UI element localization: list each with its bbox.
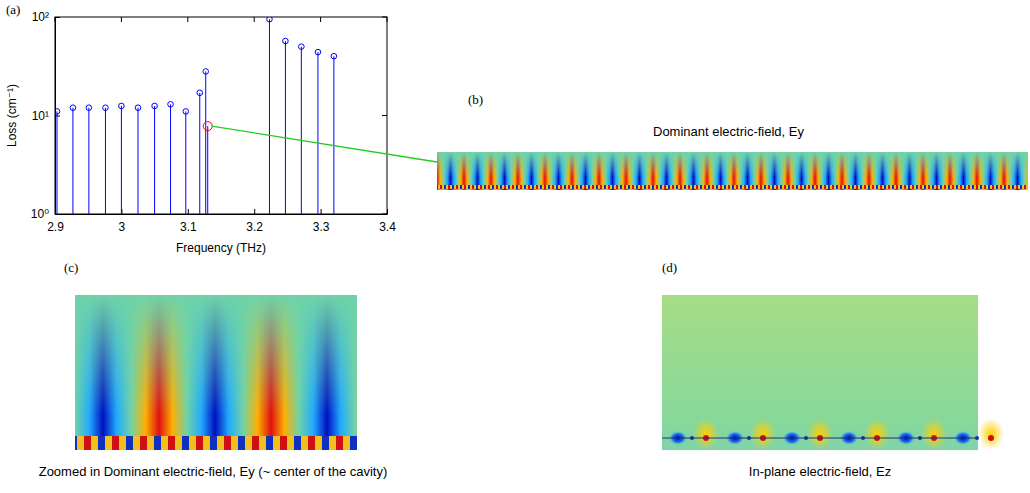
- field-blob: [988, 435, 994, 441]
- tick-mark: [320, 17, 321, 22]
- stem: [199, 93, 200, 214]
- field-band: [75, 436, 357, 450]
- tick: 3.3: [313, 209, 330, 234]
- tick-mark: [121, 17, 122, 22]
- stem: [269, 19, 270, 214]
- stem: [285, 41, 286, 214]
- field-blob: [921, 418, 947, 450]
- marker: [203, 122, 212, 131]
- marker: [70, 105, 76, 111]
- tick: 10²: [32, 10, 60, 24]
- field-blob: [864, 418, 890, 450]
- marker: [152, 103, 158, 109]
- marker: [299, 44, 305, 50]
- panel-letter: (b): [468, 92, 483, 107]
- tick: 10⁰: [31, 207, 60, 221]
- tick-mark: [382, 17, 387, 18]
- panel-letter: (c): [64, 260, 78, 275]
- panel-caption: Zoomed in Dominant electric-field, Ey (~…: [39, 464, 388, 479]
- stem: [301, 47, 302, 214]
- field-band: [437, 185, 1028, 189]
- stem: [170, 104, 171, 214]
- panel-letter: (a): [6, 2, 20, 17]
- field-blob: [807, 418, 833, 450]
- tick-label: 3.1: [180, 220, 197, 234]
- field-blob: [750, 418, 776, 450]
- stem: [56, 111, 57, 214]
- stem: [88, 108, 89, 214]
- panel-letter: (d): [662, 260, 677, 275]
- marker: [267, 17, 273, 22]
- stem: [138, 108, 139, 214]
- tick-mark: [55, 116, 60, 117]
- marker: [315, 49, 321, 55]
- tick: 3.2: [246, 209, 263, 234]
- field-line: [662, 438, 978, 439]
- tick-mark: [382, 214, 387, 215]
- stem: [121, 106, 122, 214]
- stem: [185, 111, 186, 214]
- tick-label: 10¹: [32, 109, 49, 123]
- marker: [55, 109, 60, 115]
- tick: 10¹: [32, 109, 60, 123]
- x-axis-title: Frequency (THz): [176, 241, 266, 255]
- figure: (a) 2.9 3 3.1 3.2 3.3 3.4 10⁰ 10¹ 10² Frequency (T…: [0, 0, 1030, 493]
- field-fade: [75, 295, 357, 436]
- tick-label: 3: [119, 220, 126, 234]
- axis-line: [56, 214, 388, 215]
- tick-label: 10⁰: [31, 207, 49, 221]
- tick-mark: [188, 209, 189, 214]
- tick-label: 3.4: [379, 220, 396, 234]
- panel-title: Dominant electric-field, Ey: [653, 124, 804, 139]
- field-fade: [437, 152, 1028, 186]
- y-axis: 10⁰ 10¹ 10²: [31, 10, 60, 221]
- marker: [331, 53, 337, 59]
- marker: [103, 105, 109, 111]
- tick-mark: [254, 209, 255, 214]
- marker: [283, 38, 289, 44]
- stem: [205, 71, 206, 214]
- tick-label: 3.2: [246, 220, 263, 234]
- field-blob: [978, 418, 1004, 450]
- tick-mark: [55, 214, 60, 215]
- stem: [72, 108, 73, 214]
- marker: [183, 109, 189, 115]
- stem: [317, 52, 318, 214]
- connector: [212, 126, 437, 162]
- tick-mark: [387, 17, 388, 22]
- tick: 3: [119, 209, 126, 234]
- tick-mark: [254, 17, 255, 22]
- x-axis: 2.9 3 3.1 3.2 3.3 3.4: [47, 209, 396, 234]
- tick-mark: [387, 209, 388, 214]
- tick-mark: [382, 115, 387, 116]
- field-blobs: [669, 418, 1004, 450]
- marker: [119, 103, 125, 109]
- stem: [333, 56, 334, 214]
- marker: [135, 105, 141, 111]
- plot-frame: [55, 17, 387, 214]
- field-map: [75, 295, 357, 450]
- marker: [168, 101, 174, 107]
- tick-mark: [321, 209, 322, 214]
- tick-mark: [55, 17, 60, 18]
- tick-label: 3.3: [313, 220, 330, 234]
- stem: [207, 126, 208, 214]
- stem: [105, 108, 106, 214]
- tick-mark: [187, 17, 188, 22]
- marker: [197, 90, 203, 96]
- marks: [55, 17, 337, 214]
- tick: 3.4: [379, 209, 396, 234]
- stem: [154, 106, 155, 214]
- y-axis-title: Loss (cm⁻¹): [5, 84, 19, 147]
- marker: [203, 69, 209, 75]
- panel-caption: In-plane electric-field, Ez: [749, 464, 891, 479]
- tick-label: 10²: [32, 10, 49, 24]
- field-map: [662, 295, 978, 450]
- tick-mark: [55, 17, 56, 22]
- marker: [86, 105, 92, 111]
- field-map: [437, 152, 1028, 190]
- tick-label: 2.9: [47, 220, 64, 234]
- tick: 3.1: [180, 209, 197, 234]
- field-blob: [693, 418, 719, 450]
